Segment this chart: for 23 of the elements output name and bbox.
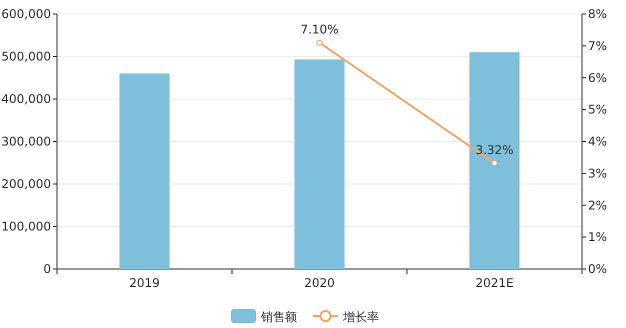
y2-tick-label: 2%	[588, 198, 608, 212]
y2-tick-label: 4%	[588, 134, 608, 148]
x-tick-label: 2019	[129, 276, 160, 290]
y-tick-label: 600,000	[1, 7, 51, 21]
y-tick-label: 0	[43, 262, 51, 276]
y2-tick-label: 7%	[588, 38, 608, 53]
legend-label: 增长率	[342, 310, 379, 324]
x-tick-label: 2021E	[475, 276, 514, 290]
data-label: 3.32%	[475, 143, 514, 158]
y2-tick-label: 3%	[588, 166, 608, 180]
legend-label: 销售额	[260, 310, 297, 324]
y2-tick-label: 6%	[588, 70, 608, 85]
y2-tick-label: 0%	[588, 262, 608, 276]
y-tick-label: 200,000	[1, 177, 51, 191]
y-tick-label: 500,000	[1, 50, 51, 64]
data-label: 7.10%	[300, 22, 339, 37]
y2-tick-label: 1%	[588, 230, 608, 244]
y2-tick-label: 5%	[588, 102, 608, 117]
y-tick-label: 300,000	[1, 134, 51, 148]
y-tick-label: 100,000	[1, 220, 51, 234]
x-tick-label: 2020	[304, 276, 335, 290]
y-tick-label: 400,000	[1, 92, 51, 106]
y2-tick-label: 8%	[588, 7, 608, 21]
